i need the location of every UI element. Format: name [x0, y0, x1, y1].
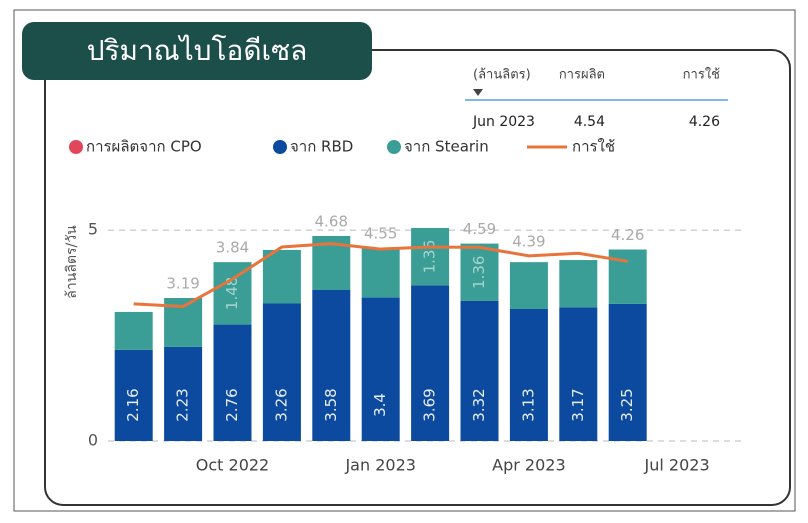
y-tick-label: 0	[88, 431, 98, 450]
y-axis-title: ล้านลิตร/วัน	[64, 225, 80, 299]
legend-label: จาก RBD	[290, 138, 353, 156]
bar-segment	[460, 300, 499, 441]
bar-value-label: 2.76	[223, 388, 241, 421]
y-tick-label: 5	[88, 220, 98, 239]
bar-segment	[114, 311, 153, 350]
bar-segment	[164, 346, 203, 441]
bar-segment	[262, 303, 301, 441]
bar-value-label: 3.13	[519, 388, 537, 421]
bar-segment	[559, 307, 598, 441]
line-value-label: 4.59	[463, 220, 496, 238]
line-value-label: 4.68	[315, 212, 348, 230]
bar-value-label: 1.36	[421, 240, 439, 273]
legend-dot	[69, 140, 83, 154]
bar-segment	[312, 289, 351, 441]
line-value-label: 3.84	[216, 239, 249, 257]
bar-value-label: 3.32	[470, 388, 488, 421]
bar-segment	[559, 260, 598, 308]
legend-label: การผลิตจาก CPO	[86, 138, 202, 156]
bar-value-label: 2.16	[124, 388, 142, 421]
table-header: การใช้	[683, 67, 721, 83]
line-value-label: 4.55	[364, 225, 397, 243]
table-header: (ล้านลิตร)	[473, 68, 531, 83]
line-value-label: 4.26	[611, 226, 644, 244]
table-cell: 4.26	[689, 114, 720, 130]
bar-value-label: 2.23	[174, 388, 192, 421]
chart-title: ปริมาณไบโอดีเซล	[87, 34, 308, 67]
bar-segment	[361, 297, 400, 441]
bar-value-label: 3.25	[618, 388, 636, 421]
line-value-label: 3.19	[166, 275, 199, 293]
table-header: การผลิต	[559, 68, 605, 83]
table-cell: Jun 2023	[472, 114, 535, 130]
table-cell: 4.54	[574, 114, 605, 130]
x-tick-label: Jul 2023	[644, 456, 710, 475]
line	[133, 242, 628, 308]
bar-value-label: 3.4	[371, 393, 389, 417]
bar-value-label: 1.36	[470, 256, 488, 289]
bar-segment	[114, 349, 153, 441]
bar-segment	[213, 324, 252, 441]
bar-value-label: 3.26	[272, 388, 290, 421]
title-tab	[22, 22, 372, 80]
bar-value-label: 1.48	[223, 277, 241, 310]
legend-label: จาก Stearin	[404, 138, 489, 156]
bar-segment	[460, 243, 499, 301]
bar-segment	[361, 248, 400, 298]
bar-value-label: 3.69	[421, 388, 439, 421]
bar-segment	[411, 227, 450, 286]
bar-value-label: 3.17	[569, 388, 587, 421]
sort-arrow	[473, 89, 483, 96]
x-tick-label: Apr 2023	[492, 456, 565, 475]
legend-dot	[273, 140, 287, 154]
bar-segment	[608, 303, 647, 441]
x-tick-label: Oct 2022	[196, 456, 269, 475]
line-value-label: 4.39	[512, 232, 545, 250]
bar-segment	[262, 249, 301, 304]
x-tick-label: Jan 2023	[344, 456, 415, 475]
bar-value-label: 3.58	[322, 388, 340, 421]
bar-segment	[509, 308, 548, 441]
legend-label: การใช้	[572, 138, 615, 156]
bar-segment	[411, 285, 450, 441]
bar-segment	[509, 262, 548, 309]
legend-dot	[387, 140, 401, 154]
